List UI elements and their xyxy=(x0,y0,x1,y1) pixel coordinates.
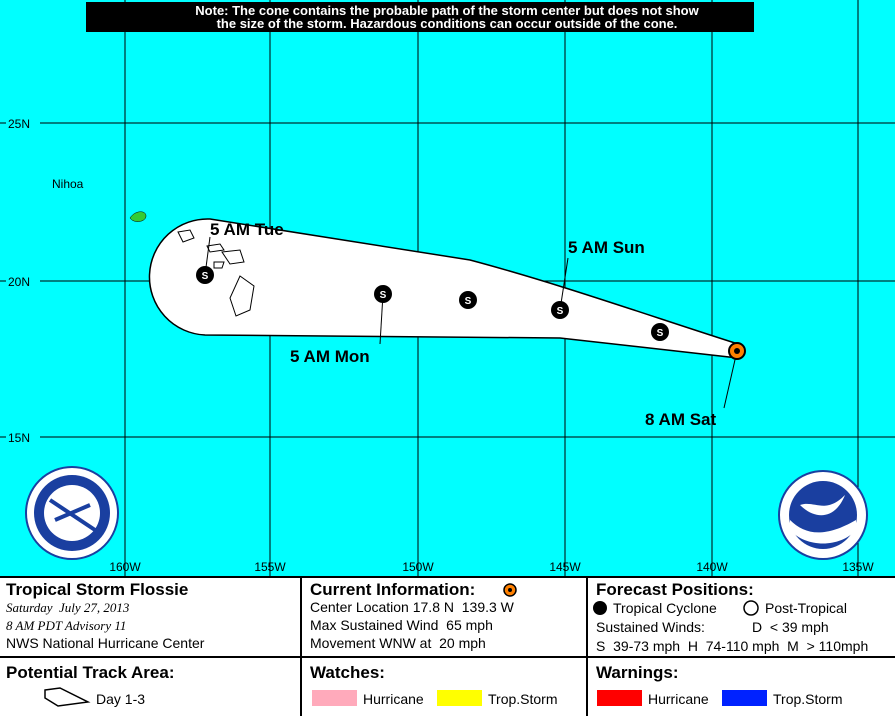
lon-label: 160W xyxy=(109,560,141,574)
current-icon-center xyxy=(508,588,512,592)
lon-label: 145W xyxy=(549,560,581,574)
marker-letter: S xyxy=(657,328,664,339)
track-icon xyxy=(44,687,91,707)
marker-letter: S xyxy=(557,306,564,317)
lon-label: 155W xyxy=(254,560,286,574)
place-label: Nihoa xyxy=(52,177,84,191)
watch-storm-swatch xyxy=(437,690,482,706)
watches-title: Watches: xyxy=(310,663,385,682)
note-line: Note: The cone contains the probable pat… xyxy=(195,3,699,18)
storm-center: NWS National Hurricane Center xyxy=(6,635,205,651)
storm-advisory: 8 AM PDT Advisory 11 xyxy=(6,618,126,633)
marker: S xyxy=(651,323,669,341)
lon-label: 135W xyxy=(842,560,874,574)
lon-label: 140W xyxy=(696,560,728,574)
forecast-markers: S S S S S xyxy=(196,266,746,360)
marker-letter: S xyxy=(380,290,387,301)
watch-storm: Trop.Storm xyxy=(488,691,558,707)
current-title: Current Information: xyxy=(310,580,475,599)
post-tropical-icon xyxy=(743,600,759,616)
warning-hurricane-swatch xyxy=(597,690,642,706)
forecast-labels: 5 AM Tue 5 AM Sun 5 AM Mon 8 AM Sat xyxy=(210,220,717,429)
marker: S xyxy=(196,266,214,284)
lon-label: 150W xyxy=(402,560,434,574)
current-line: Movement WNW at 20 mph xyxy=(310,635,486,651)
latitude-labels: 25N 20N 15N xyxy=(6,116,40,445)
storm-date: Saturday July 27, 2013 xyxy=(6,600,130,615)
forecast-title: Forecast Positions: xyxy=(596,580,754,599)
winds-scale: S 39-73 mph H 74-110 mph M > 110mph xyxy=(596,638,868,654)
island xyxy=(129,211,147,222)
note-line: the size of the storm. Hazardous conditi… xyxy=(217,16,678,31)
warning-hurricane: Hurricane xyxy=(648,691,709,707)
forecast-label: 5 AM Tue xyxy=(210,220,284,239)
watch-hurricane: Hurricane xyxy=(363,691,424,707)
nws-logo xyxy=(25,466,119,560)
islands xyxy=(177,229,255,317)
forecast-label: 5 AM Mon xyxy=(290,347,370,366)
current-line: Max Sustained Wind 65 mph xyxy=(310,617,493,633)
lat-label: 20N xyxy=(8,275,30,289)
winds-title: Sustained Winds: xyxy=(596,619,705,635)
current-line: Center Location 17.8 N 139.3 W xyxy=(310,599,515,615)
marker-letter: S xyxy=(202,271,209,282)
tropical-label: Tropical Cyclone xyxy=(613,600,717,616)
track-day: Day 1-3 xyxy=(96,691,145,707)
warnings-title: Warnings: xyxy=(596,663,678,682)
marker: S xyxy=(459,291,477,309)
lat-label: 25N xyxy=(8,117,30,131)
forecast-label: 5 AM Sun xyxy=(568,238,645,257)
forecast-label: 8 AM Sat xyxy=(645,410,717,429)
track-title: Potential Track Area: xyxy=(6,663,175,682)
watch-hurricane-swatch xyxy=(312,690,357,706)
note-box xyxy=(86,2,754,32)
winds-d: D < 39 mph xyxy=(752,619,829,635)
marker-letter: S xyxy=(465,296,472,307)
current-position-center xyxy=(734,348,740,354)
tropical-icon xyxy=(593,601,607,615)
marker: S xyxy=(551,301,569,319)
longitude-labels: 160W 155W 150W 145W 140W 135W xyxy=(109,560,874,574)
lat-label: 15N xyxy=(8,431,30,445)
legend-borders xyxy=(0,576,895,716)
marker: S xyxy=(374,285,392,303)
noaa-logo xyxy=(778,470,868,560)
post-tropical-label: Post-Tropical xyxy=(765,600,847,616)
forecast-cone xyxy=(148,218,739,359)
storm-title: Tropical Storm Flossie xyxy=(6,580,188,599)
warning-storm-swatch xyxy=(722,690,767,706)
warning-storm: Trop.Storm xyxy=(773,691,843,707)
